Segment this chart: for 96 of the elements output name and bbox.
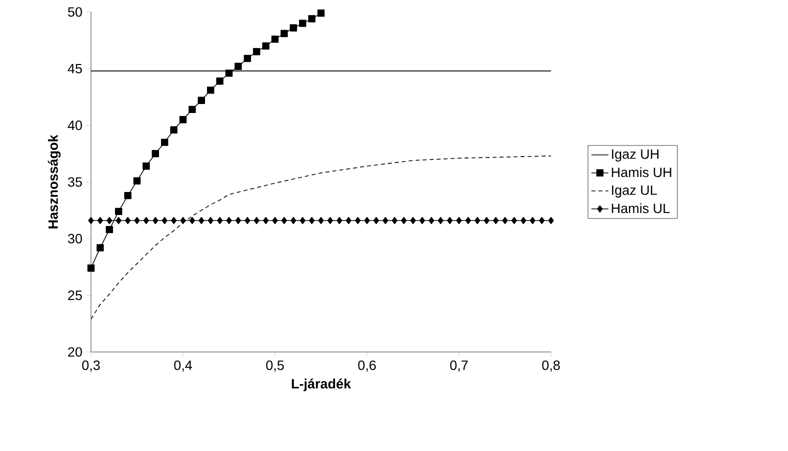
- y-tick-label: 30: [68, 234, 82, 244]
- point: [410, 216, 416, 224]
- point: [216, 78, 224, 85]
- point: [280, 30, 288, 38]
- point: [401, 216, 407, 224]
- point: [327, 216, 334, 224]
- point: [382, 216, 388, 224]
- y-tick-label: 20: [68, 347, 82, 357]
- point: [364, 216, 370, 224]
- y-tick-label: 45: [68, 64, 82, 74]
- point: [134, 216, 140, 224]
- point: [198, 96, 206, 104]
- point: [511, 216, 518, 224]
- point: [171, 216, 177, 224]
- point: [299, 20, 306, 27]
- point: [271, 36, 279, 43]
- point: [253, 48, 260, 56]
- point: [465, 216, 472, 224]
- point: [502, 216, 508, 224]
- y-tick-label: 50: [68, 7, 82, 17]
- point: [225, 70, 233, 77]
- point: [548, 216, 554, 224]
- point: [317, 10, 325, 17]
- point: [318, 216, 324, 224]
- point: [133, 177, 141, 184]
- point: [115, 208, 122, 216]
- point: [456, 216, 462, 224]
- point: [244, 216, 250, 224]
- legend-label: Hamis UL: [612, 203, 670, 214]
- y-axis-title: Hasznosságok: [48, 134, 61, 228]
- x-tick-label: 0,4: [174, 360, 192, 372]
- legend-label: Igaz UL: [612, 185, 657, 198]
- x-tick-label: 0,7: [450, 360, 468, 372]
- point: [207, 86, 214, 94]
- y-tick-label: 40: [68, 120, 82, 130]
- point: [235, 216, 242, 224]
- point: [539, 216, 545, 224]
- point: [373, 216, 380, 224]
- point: [290, 216, 296, 224]
- point: [142, 162, 150, 170]
- point: [125, 216, 131, 224]
- point: [254, 216, 260, 224]
- point: [447, 216, 453, 224]
- point: [217, 216, 223, 224]
- point: [281, 216, 288, 224]
- x-tick-label: 0,8: [542, 360, 560, 372]
- point: [208, 216, 214, 224]
- x-axis-title: L-járadék: [292, 378, 352, 392]
- point: [308, 15, 316, 22]
- point: [88, 216, 94, 224]
- legend-label: Hamis UH: [612, 167, 672, 178]
- point: [262, 42, 270, 50]
- point: [96, 244, 104, 252]
- point: [198, 216, 204, 224]
- point: [346, 216, 352, 224]
- point: [530, 216, 536, 224]
- point: [263, 216, 269, 224]
- point: [474, 216, 480, 224]
- point: [179, 116, 187, 124]
- point: [189, 216, 196, 224]
- x-tick-label: 0,3: [82, 360, 100, 372]
- x-tick-label: 0,5: [266, 360, 284, 372]
- point: [106, 226, 114, 234]
- point: [170, 126, 178, 134]
- point: [428, 216, 434, 224]
- point: [143, 216, 150, 224]
- point: [290, 24, 298, 32]
- point: [309, 216, 315, 224]
- legend-label: Igaz UH: [612, 149, 658, 162]
- y-tick-label: 25: [68, 290, 82, 300]
- point: [180, 216, 186, 224]
- point: [438, 216, 444, 224]
- point: [419, 216, 426, 224]
- y-tick-label: 35: [68, 177, 82, 187]
- point: [520, 216, 526, 224]
- point: [124, 192, 132, 200]
- point: [162, 216, 168, 224]
- point: [152, 216, 158, 224]
- x-tick-label: 0,6: [358, 360, 376, 372]
- point: [161, 138, 168, 146]
- point: [226, 216, 232, 224]
- point: [234, 62, 242, 70]
- point: [87, 264, 95, 272]
- point: [392, 216, 398, 224]
- point: [244, 54, 252, 62]
- point: [97, 216, 104, 224]
- point: [188, 106, 196, 114]
- point: [336, 216, 342, 224]
- point: [300, 216, 306, 224]
- point: [484, 216, 490, 224]
- point: [152, 150, 160, 158]
- point: [106, 216, 112, 224]
- point: [272, 216, 278, 224]
- point: [355, 216, 361, 224]
- point: [116, 216, 122, 224]
- point: [493, 216, 499, 224]
